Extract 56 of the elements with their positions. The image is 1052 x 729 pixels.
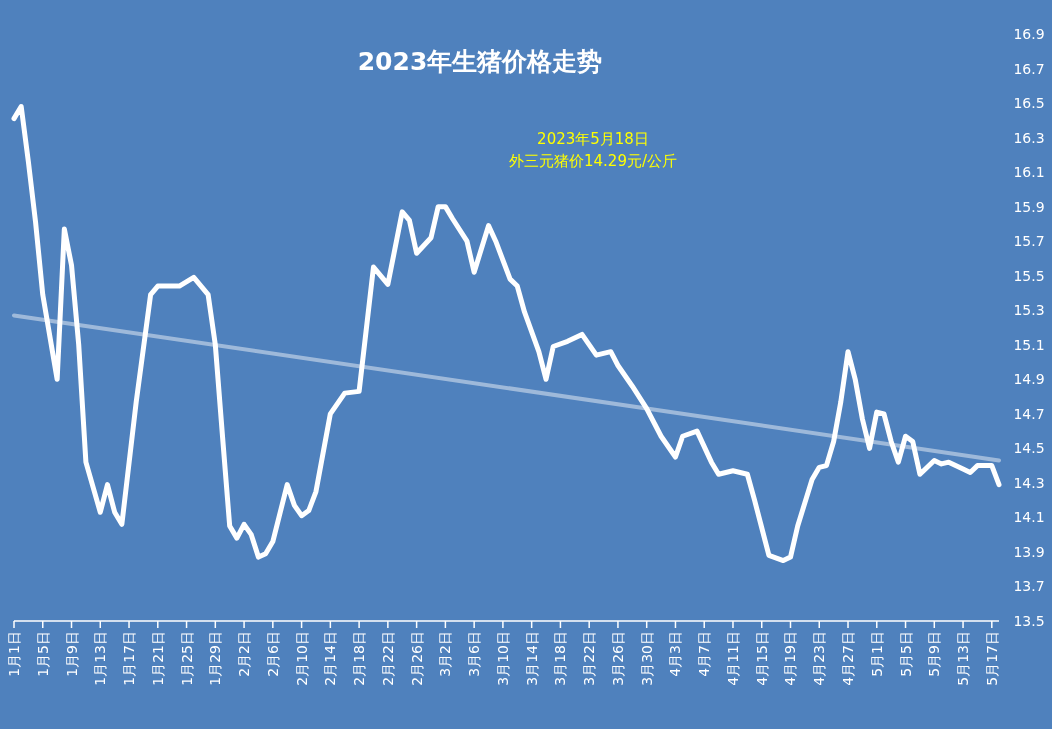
- y-tick-label: 16.3: [1013, 129, 1045, 146]
- x-tick-label: 3月2日: [437, 631, 454, 677]
- annotation: 外三元猪价14.29元/公斤: [509, 152, 677, 170]
- x-tick-label: 5月17日: [983, 631, 1000, 686]
- x-tick-label: 4月19日: [782, 631, 799, 686]
- x-tick-label: 3月14日: [523, 631, 540, 686]
- y-tick-label: 15.9: [1013, 198, 1045, 215]
- x-tick-label: 5月9日: [926, 631, 943, 677]
- x-tick-label: 2月10日: [293, 631, 310, 686]
- x-tick-label: 4月3日: [667, 631, 684, 677]
- x-tick-label: 1月29日: [207, 631, 224, 686]
- x-tick-label: 2月2日: [236, 631, 253, 677]
- y-tick-label: 14.7: [1013, 405, 1045, 422]
- x-tick-label: 2月14日: [322, 631, 339, 686]
- x-tick-label: 2月6日: [264, 631, 281, 677]
- y-tick-label: 15.5: [1013, 267, 1045, 284]
- y-tick-label: 13.5: [1013, 613, 1045, 629]
- x-tick-label: 4月23日: [811, 631, 828, 686]
- x-tick-label: 2月22日: [379, 631, 396, 686]
- x-tick-label: 4月7日: [696, 631, 713, 677]
- y-tick-label: 13.9: [1013, 543, 1045, 560]
- x-tick-label: 4月15日: [753, 631, 770, 686]
- y-tick-label: 14.3: [1013, 474, 1045, 491]
- x-tick-label: 1月9日: [63, 631, 80, 677]
- annotation: 2023年5月18日: [537, 130, 649, 148]
- y-tick-label: 14.1: [1013, 509, 1045, 526]
- y-tick-label: 16.5: [1013, 95, 1045, 112]
- x-tick-label: 3月18日: [552, 631, 569, 686]
- x-tick-label: 1月1日: [6, 631, 22, 677]
- y-tick-label: 16.1: [1013, 164, 1045, 181]
- x-tick-label: 3月30日: [638, 631, 655, 686]
- x-tick-label: 4月27日: [840, 631, 857, 686]
- x-tick-label: 2月26日: [408, 631, 425, 686]
- x-tick-label: 1月17日: [121, 631, 138, 686]
- y-tick-label: 15.1: [1013, 336, 1045, 353]
- x-tick-label: 2月18日: [351, 631, 368, 686]
- x-tick-label: 5月5日: [897, 631, 914, 677]
- x-tick-label: 3月22日: [581, 631, 598, 686]
- x-tick-label: 5月1日: [868, 631, 885, 677]
- y-tick-label: 16.9: [1013, 26, 1045, 42]
- y-tick-label: 15.3: [1013, 302, 1045, 319]
- x-tick-label: 3月26日: [609, 631, 626, 686]
- x-tick-label: 1月21日: [149, 631, 166, 686]
- y-tick-label: 13.7: [1013, 578, 1045, 595]
- y-tick-label: 16.7: [1013, 60, 1045, 77]
- x-tick-label: 5月13日: [955, 631, 972, 686]
- x-tick-label: 4月11日: [724, 631, 741, 686]
- x-tick-label: 1月5日: [34, 631, 51, 677]
- x-tick-label: 3月6日: [466, 631, 483, 677]
- y-tick-label: 14.5: [1013, 440, 1045, 457]
- x-tick-label: 1月13日: [92, 631, 109, 686]
- x-tick-label: 1月25日: [178, 631, 195, 686]
- text: 2023年生猪价格走势: [357, 47, 603, 76]
- y-tick-label: 14.9: [1013, 371, 1045, 388]
- y-tick-label: 15.7: [1013, 233, 1045, 250]
- x-tick-label: 3月10日: [494, 631, 511, 686]
